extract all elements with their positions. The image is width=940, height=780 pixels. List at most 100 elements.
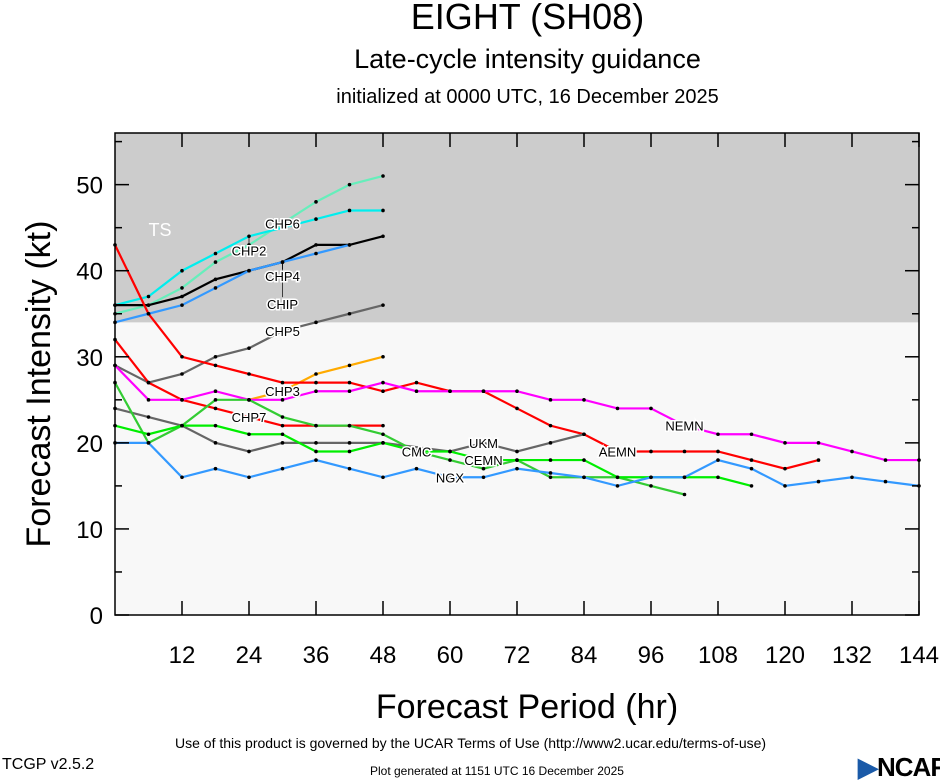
data-point-cmc <box>682 492 687 497</box>
data-point-ngx <box>213 466 218 471</box>
data-point-nemn <box>414 389 419 394</box>
x-tick-label: 84 <box>571 642 598 669</box>
data-point-ukm <box>582 432 586 437</box>
data-point-chp6 <box>280 221 285 226</box>
data-point-ngx <box>448 475 452 480</box>
data-point-ukm <box>515 449 519 454</box>
data-point-cemn <box>347 449 352 454</box>
data-point-chip <box>213 286 218 290</box>
series-label-chp2: CHP2 <box>232 243 267 258</box>
data-point-cmc <box>649 484 653 488</box>
chart-subtitle: Late-cycle intensity guidance <box>354 44 701 74</box>
data-point-nemn <box>280 398 285 402</box>
data-point-aemn <box>180 354 184 359</box>
data-point-chp7 <box>247 415 251 419</box>
data-point-chp4 <box>146 303 151 307</box>
data-point-chip <box>314 251 318 256</box>
data-point-cmc <box>548 475 553 480</box>
data-point-chp5 <box>347 311 352 316</box>
data-point-chp3 <box>280 389 285 394</box>
data-point-ukm <box>548 441 553 445</box>
data-point-ngx <box>247 475 251 480</box>
data-point-chp2 <box>180 268 184 273</box>
ncar-logo: ▶NCAR <box>858 752 940 780</box>
data-point-aemn <box>146 311 151 316</box>
data-point-chp4 <box>381 234 385 239</box>
series-label-chp6: CHP6 <box>265 216 300 231</box>
data-point-chp6 <box>180 286 184 290</box>
data-point-nemn <box>515 389 519 394</box>
data-point-chip <box>347 243 352 247</box>
series-line-cmc <box>114 382 685 496</box>
data-point-ngx <box>883 479 888 484</box>
series-label-chp4: CHP4 <box>265 269 300 284</box>
data-point-aemn <box>280 380 285 385</box>
data-point-ukm <box>347 441 352 445</box>
data-point-chp2 <box>280 225 285 230</box>
data-point-ngx <box>749 466 754 471</box>
terms-of-use: Use of this product is governed by the U… <box>175 735 767 751</box>
data-point-cemn <box>448 449 452 454</box>
x-tick-label: 36 <box>303 642 330 669</box>
data-point-nemn <box>180 398 184 402</box>
y-tick-label: 10 <box>76 517 103 544</box>
data-point-aemn <box>615 449 620 454</box>
data-point-ngx <box>414 466 419 471</box>
data-point-chp3 <box>347 363 352 368</box>
data-point-ngx <box>381 475 385 480</box>
data-point-nemn <box>481 389 486 394</box>
data-point-ngx <box>314 458 318 462</box>
data-point-aemn <box>548 423 553 428</box>
data-point-cemn <box>247 432 251 437</box>
data-point-ukm <box>247 449 251 454</box>
series-line-cemn <box>114 424 752 487</box>
data-point-cemn <box>582 458 586 462</box>
data-point-ngx <box>180 475 184 480</box>
y-tick-label: 50 <box>76 173 103 200</box>
data-point-cemn <box>749 484 754 488</box>
data-point-aemn <box>749 458 754 462</box>
data-point-cemn <box>280 432 285 437</box>
series-line-ukm <box>114 407 585 453</box>
data-point-chp5 <box>314 320 318 325</box>
series-label-cmc: CMC <box>402 444 432 459</box>
y-tick-label: 20 <box>76 431 103 458</box>
data-point-cemn <box>716 475 720 480</box>
series-label-chp5: CHP5 <box>265 324 300 339</box>
data-point-cemn <box>146 432 151 437</box>
data-point-cemn <box>213 423 218 428</box>
data-point-chp4 <box>180 294 184 299</box>
data-point-chp7 <box>280 423 285 428</box>
data-point-ngx <box>146 441 151 445</box>
chart-title: EIGHT (SH08) <box>410 0 645 37</box>
data-point-chp2 <box>314 217 318 221</box>
data-point-nemn <box>582 398 586 402</box>
x-tick-label: 48 <box>370 642 397 669</box>
ts-band-label: TS <box>148 220 171 240</box>
x-tick-label: 108 <box>698 642 738 669</box>
data-point-ngx <box>783 484 787 488</box>
data-point-ngx <box>649 475 653 480</box>
ts-band <box>115 133 919 323</box>
data-point-cmc <box>381 432 385 437</box>
data-point-chp7 <box>213 406 218 411</box>
data-point-chp5 <box>381 303 385 307</box>
data-point-chp2 <box>213 251 218 256</box>
data-point-chp4 <box>314 243 318 247</box>
data-point-aemn <box>783 466 787 471</box>
y-tick-label: 30 <box>76 345 103 372</box>
x-tick-label: 12 <box>169 642 196 669</box>
y-axis-label: Forecast Intensity (kt) <box>20 221 58 548</box>
data-point-nemn <box>816 441 821 445</box>
data-point-aemn <box>314 380 318 385</box>
data-point-chp6 <box>314 200 318 204</box>
data-point-nemn <box>347 389 352 394</box>
data-point-cemn <box>414 449 419 454</box>
data-point-ngx <box>816 479 821 484</box>
data-point-chp2 <box>381 208 385 213</box>
data-point-aemn <box>682 449 687 454</box>
series-label-chp3: CHP3 <box>265 384 300 399</box>
x-tick-label: 120 <box>765 642 805 669</box>
label-leaders <box>248 236 283 298</box>
